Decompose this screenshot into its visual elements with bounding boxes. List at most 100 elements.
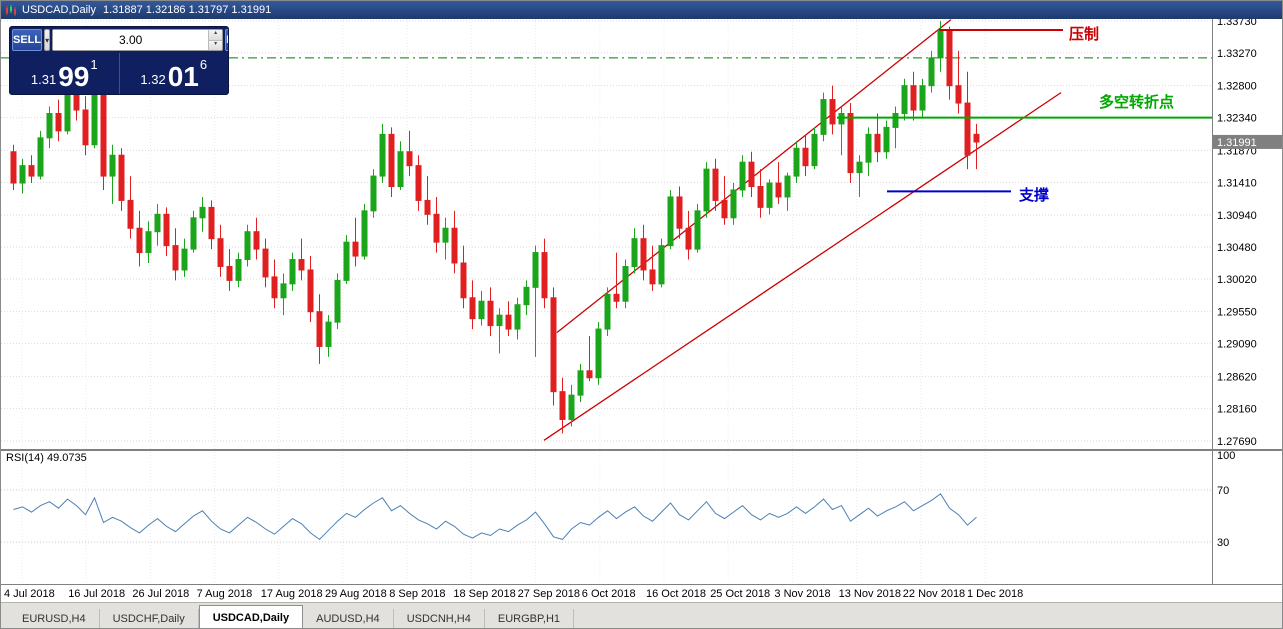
bull-candle-body [46, 112, 53, 139]
bear-candle-body [640, 238, 647, 271]
bear-candle-body [73, 92, 80, 111]
bear-candle-body [649, 269, 656, 285]
bull-candle-body [280, 283, 287, 299]
price-axis-label: 1.33730 [1217, 19, 1257, 28]
volume-field: ▴ ▾ [52, 29, 224, 51]
date-label: 6 Oct 2018 [581, 588, 636, 600]
chart-tab-usdchf-daily[interactable]: USDCHF,Daily [100, 609, 199, 628]
chart-tab-usdcad-daily[interactable]: USDCAD,Daily [198, 605, 304, 628]
bid-price-display[interactable]: 1.31 99 1 [10, 53, 119, 94]
price-axis-label: 1.28160 [1217, 403, 1257, 415]
bull-candle-body [532, 252, 539, 288]
bull-candle-body [199, 206, 206, 219]
bear-candle-body [541, 252, 548, 299]
bull-candle-body [892, 112, 899, 128]
price-axis-label: 1.28620 [1217, 371, 1257, 383]
volume-input[interactable] [53, 30, 209, 50]
rsi-axis-label: 100 [1217, 450, 1235, 462]
bull-candle-body [658, 245, 665, 285]
bear-candle-body [316, 311, 323, 347]
price-axis-label: 1.33270 [1217, 48, 1257, 60]
chart-tab-eurusd-h4[interactable]: EURUSD,H4 [9, 609, 100, 628]
chart-tab-eurgbp-h1[interactable]: EURGBP,H1 [485, 609, 575, 628]
trend-channel-line[interactable] [543, 92, 1062, 441]
bear-candle-body [505, 314, 512, 330]
bull-candle-body [379, 133, 386, 177]
price-axis-label: 1.30020 [1217, 274, 1257, 286]
time-axis[interactable]: 4 Jul 2018 16 Jul 2018 26 Jul 2018 7 Aug 20… [1, 584, 1282, 602]
volume-increase-button[interactable]: ▴ [209, 30, 223, 41]
date-label: 8 Sep 2018 [389, 588, 446, 600]
bear-candle-body [163, 213, 170, 247]
bull-candle-body [514, 304, 521, 330]
date-label: 26 Jul 2018 [132, 588, 190, 600]
sell-button[interactable]: SELL [12, 29, 43, 51]
bull-candle-body [577, 370, 584, 396]
volume-decrease-button[interactable]: ▾ [209, 40, 223, 50]
chart-title-bar[interactable]: USDCAD,Daily 1.31887 1.32186 1.31797 1.3… [1, 1, 1282, 19]
bear-candle-body [55, 112, 62, 132]
bull-candle-body [811, 133, 818, 167]
ask-price-display[interactable]: 1.32 01 6 [120, 53, 229, 94]
bull-candle-body [37, 137, 44, 177]
chart-window-icon [5, 4, 17, 16]
one-click-trading-panel: SELL ▾ ▴ ▾ BUY 1.31 99 1 1.32 01 6 [9, 26, 229, 95]
bear-candle-body [973, 133, 980, 143]
bull-candle-body [289, 259, 296, 285]
bull-candle-body [64, 92, 71, 132]
bear-candle-body [964, 102, 971, 156]
price-axis-label: 1.27690 [1217, 436, 1257, 448]
bear-candle-body [424, 199, 431, 215]
bull-candle-body [19, 165, 26, 184]
bull-candle-body [334, 279, 341, 323]
bear-candle-body [802, 147, 809, 167]
bull-candle-body [181, 248, 188, 271]
bear-candle-body [415, 165, 422, 201]
bull-candle-body [766, 182, 773, 208]
bull-candle-body [154, 213, 161, 233]
bear-candle-body [307, 269, 314, 313]
bear-candle-body [262, 248, 269, 278]
bear-candle-body [469, 297, 476, 320]
volume-dropdown-button[interactable]: ▾ [44, 29, 51, 51]
bull-candle-body [109, 154, 116, 177]
bear-candle-body [136, 227, 143, 254]
bull-candle-body [595, 328, 602, 379]
date-label: 27 Sep 2018 [517, 588, 580, 600]
price-divider [118, 53, 120, 94]
price-axis-label: 1.30940 [1217, 210, 1257, 222]
bull-candle-body [820, 99, 827, 135]
bear-candle-body [775, 182, 782, 198]
price-axis-label: 1.29090 [1217, 339, 1257, 351]
bull-candle-body [370, 175, 377, 212]
bull-candle-body [784, 175, 791, 198]
bear-candle-body [433, 213, 440, 243]
bull-candle-body [667, 196, 674, 247]
bear-candle-body [217, 238, 224, 267]
bear-candle-body [676, 196, 683, 229]
bull-candle-body [496, 314, 503, 327]
bull-candle-body [145, 231, 152, 254]
bull-candle-body [478, 300, 485, 320]
current-price-tag [1213, 134, 1282, 149]
resistance-label: 压制 [1069, 25, 1099, 43]
bull-candle-body [523, 286, 530, 306]
bear-candle-body [874, 133, 881, 153]
bear-candle-body [586, 370, 593, 379]
rsi-axis-label: 70 [1217, 485, 1229, 497]
current-price-tag-label: 1.31991 [1217, 137, 1257, 149]
bear-candle-body [460, 262, 467, 299]
rsi-indicator-pane[interactable]: 100 70 30 [1, 449, 1283, 584]
price-axis-label: 1.30480 [1217, 242, 1257, 254]
bear-candle-body [352, 241, 359, 257]
chart-tab-usdcnh-h4[interactable]: USDCNH,H4 [394, 609, 485, 628]
bull-candle-body [442, 227, 449, 243]
chart-tab-audusd-h4[interactable]: AUDUSD,H4 [303, 609, 394, 628]
buy-button[interactable]: BUY [225, 29, 228, 51]
bull-candle-body [703, 168, 710, 212]
price-axis-label: 1.31410 [1217, 177, 1257, 189]
price-axis-label: 1.32800 [1217, 81, 1257, 93]
bear-candle-body [613, 293, 620, 302]
bear-candle-body [118, 154, 125, 201]
